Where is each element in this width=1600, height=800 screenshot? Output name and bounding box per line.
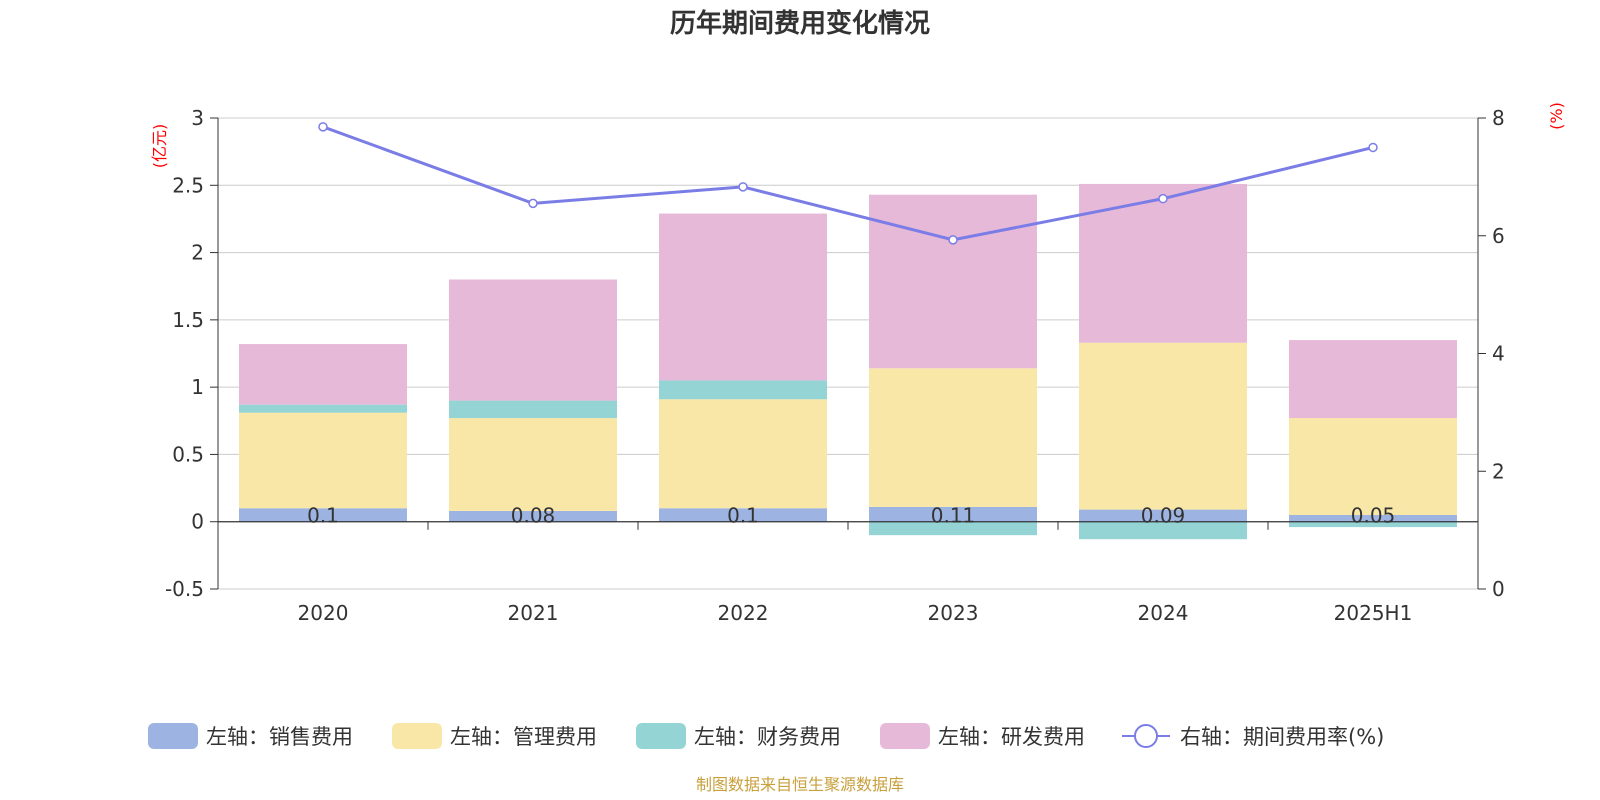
bar-segment [659, 380, 827, 400]
left-tick-label: 2 [191, 241, 204, 265]
legend-label: 左轴：管理费用 [450, 725, 597, 749]
bar-segment [449, 418, 617, 511]
legend-swatch [880, 723, 930, 749]
bar-segment [1079, 509, 1247, 522]
source-note: 制图数据来自恒生聚源数据库 [696, 775, 904, 794]
legend-label: 左轴：研发费用 [938, 725, 1085, 749]
rate-line [318, 122, 1378, 245]
right-axis-unit: (%) [1547, 102, 1566, 130]
rate-point [948, 235, 958, 245]
x-tick-label: 2025H1 [1334, 601, 1413, 625]
bars [239, 183, 1457, 540]
right-tick-label: 0 [1492, 577, 1505, 601]
right-tick-label: 6 [1492, 224, 1505, 248]
left-tick-label: 0 [191, 510, 204, 534]
bar-segment [449, 400, 617, 419]
left-tick-label: -0.5 [165, 577, 204, 601]
legend-label: 左轴：财务费用 [694, 725, 841, 749]
bar-segment [1289, 521, 1457, 528]
bar-segment [1289, 340, 1457, 419]
x-tick-label: 2023 [928, 601, 979, 625]
legend-swatch [392, 723, 442, 749]
bar-data-label: 0.05 [1351, 504, 1396, 528]
legend-swatch [636, 723, 686, 749]
bar-data-label: 0.1 [727, 504, 759, 528]
bar-segment [239, 412, 407, 509]
x-tick-label: 2024 [1138, 601, 1189, 625]
bar-segment [449, 279, 617, 401]
right-tick-label: 4 [1492, 342, 1505, 366]
bar-segment [659, 399, 827, 509]
bar-segment [449, 510, 617, 522]
bar-segment [239, 344, 407, 405]
legend-label: 右轴：期间费用率(%) [1180, 725, 1384, 749]
left-tick-label: 2.5 [172, 173, 204, 197]
bar-segment [659, 508, 827, 522]
data-labels: 0.1 0.08 0.1 0.11 0.09 0.05 [307, 504, 1395, 528]
bar-segment [869, 194, 1037, 369]
grid-lines [218, 117, 1478, 590]
bar-segment [239, 404, 407, 413]
bar-data-label: 0.08 [511, 504, 556, 528]
left-tick-label: 0.5 [172, 442, 204, 466]
legend: 左轴：销售费用 左轴：管理费用 左轴：财务费用 左轴：研发费用 右轴：期间费用率(%) [148, 723, 1384, 749]
x-tick-label: 2022 [718, 601, 769, 625]
right-tick-label: 2 [1492, 459, 1505, 483]
rate-point [738, 182, 748, 192]
left-tick-label: 3 [191, 106, 204, 130]
right-tick-label: 8 [1492, 106, 1505, 130]
rate-point [318, 122, 328, 132]
bar-data-label: 0.09 [1141, 504, 1186, 528]
bar-segment [239, 508, 407, 522]
bar-segment [869, 506, 1037, 522]
bar-data-label: 0.1 [307, 504, 339, 528]
rate-point [528, 198, 538, 209]
bar-segment [869, 368, 1037, 507]
left-tick-label: 1.5 [172, 308, 204, 332]
bar-segment [869, 521, 1037, 536]
left-axis-unit: (亿元) [150, 124, 169, 169]
bar-segment [1079, 342, 1247, 510]
bar-segment [659, 213, 827, 381]
bar-segment [1289, 514, 1457, 522]
legend-label: 左轴：销售费用 [206, 725, 353, 749]
x-tick-label: 2020 [298, 601, 349, 625]
bar-segment [1289, 418, 1457, 515]
rate-point [1368, 142, 1378, 153]
left-tick-label: 1 [191, 375, 204, 399]
bar-segment [1079, 183, 1247, 343]
legend-swatch [148, 723, 198, 749]
bar-data-label: 0.11 [931, 504, 976, 528]
x-tick-label: 2021 [508, 601, 559, 625]
axes: -0.5 0 0.5 1 1.5 2 2.5 3 0 2 4 6 8 2020 2021 2022 2023 20… [165, 106, 1505, 625]
rate-point [1158, 193, 1168, 204]
rate-line-path [322, 125, 1374, 242]
legend-marker [1134, 724, 1158, 748]
bar-segment [1079, 521, 1247, 540]
chart-title: 历年期间费用变化情况 [670, 8, 930, 39]
